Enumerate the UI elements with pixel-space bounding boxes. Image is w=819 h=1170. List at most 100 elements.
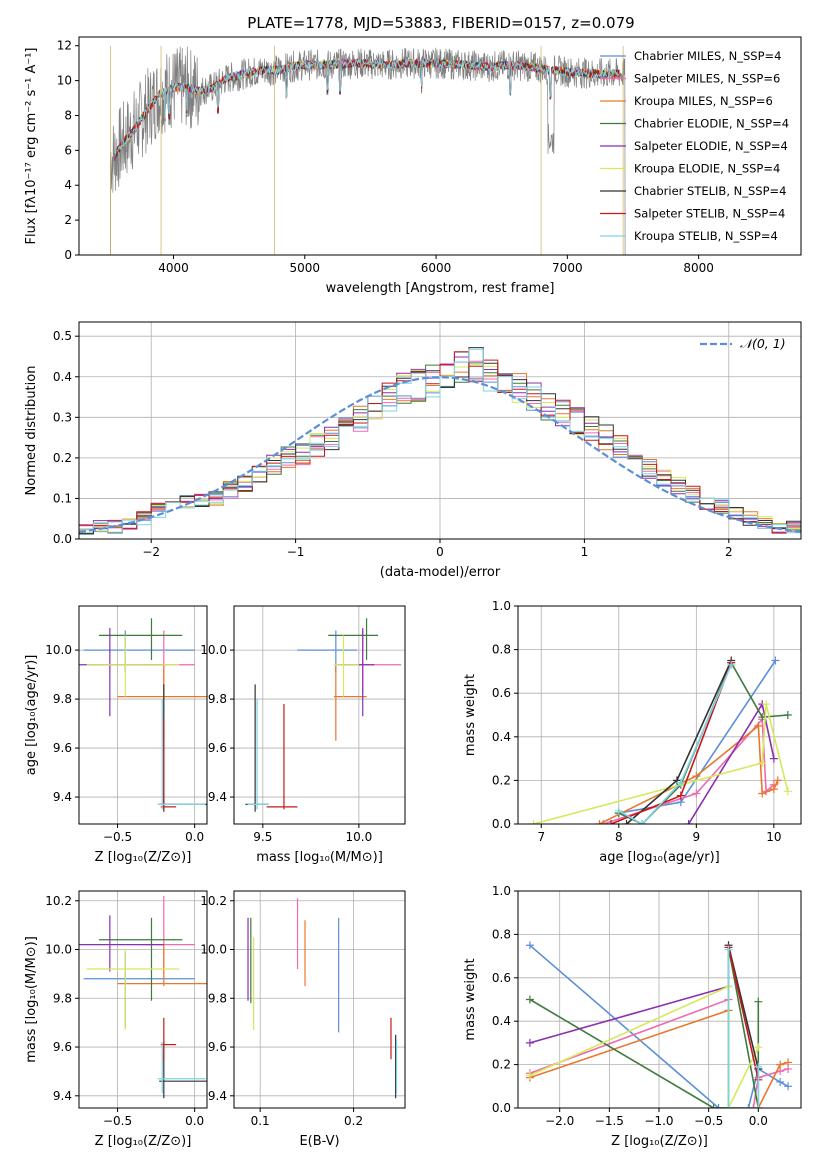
y-axis-label: mass [log₁₀(M/M⊙)] (24, 936, 39, 1063)
x-tick-label: 0.0 (185, 830, 204, 844)
y-tick-label: 10 (57, 74, 72, 88)
weights-line-kroupa_elodie (533, 703, 789, 824)
weights-marker-kroupa_miles (692, 772, 701, 781)
x-tick-label: 0.0 (185, 1114, 204, 1128)
weights-marker-kroupa_elodie (762, 700, 771, 709)
y-tick-label: 0.2 (492, 773, 511, 787)
spectrum-legend: Chabrier MILES, N_SSP=4 Salpeter MILES, N… (600, 49, 789, 243)
legend-label-chabrier_elodie: Chabrier ELODIE, N_SSP=4 (634, 117, 789, 131)
weights-line-salpeter_elodie (529, 985, 729, 1044)
weights-marker-kroupa_stelib (724, 1104, 733, 1108)
weights-marker-chabrier_miles (714, 1104, 723, 1108)
x-tick-label: −1.5 (595, 1114, 624, 1128)
weights-line-salpeter_stelib (610, 662, 732, 824)
errorbar-kroupa_elodie (86, 635, 180, 697)
x-tick-label: −0.5 (103, 1114, 132, 1128)
y-tick-label: 12 (57, 39, 72, 53)
y-tick-label: 0.2 (53, 451, 72, 465)
x-tick-label: 6000 (421, 261, 452, 275)
weights-line-salpeter_miles (603, 717, 775, 824)
plot-area (79, 895, 207, 1099)
weights-line-chabrier_elodie (529, 947, 760, 1108)
model-spectrum-kroupa_stelib (114, 57, 620, 157)
errorbar-kroupa_stelib (247, 699, 269, 810)
hist-kroupa_stelib (79, 348, 801, 539)
panel-spectrum: 4000 5000 6000 7000 8000 0 2 4 6 8 10 12 wavelength … (24, 36, 802, 296)
weights-marker-chabrier_miles (784, 1082, 793, 1091)
weights-marker-salpeter_miles (749, 1104, 758, 1108)
weights-marker-chabrier_miles (771, 656, 780, 665)
x-tick-label: −0.5 (694, 1114, 723, 1128)
errorbar-kroupa_stelib (157, 1042, 206, 1094)
x-axis-label: Z [log₁₀(Z/Z⊙)] (95, 1134, 192, 1149)
errorbar-salpeter_elodie (79, 915, 164, 972)
y-tick-label: 9.8 (208, 692, 227, 706)
weights-marker-chabrier_elodie (709, 1104, 718, 1108)
y-tick-label: 9.8 (53, 991, 72, 1005)
errorbar-kroupa_miles (117, 944, 207, 987)
x-tick-label: 10.0 (346, 830, 373, 844)
x-tick-label: 9 (693, 830, 701, 844)
x-tick-label: 1 (581, 545, 589, 559)
x-tick-label: 5000 (290, 261, 321, 275)
weights-marker-kroupa_miles (754, 721, 763, 730)
weights-marker-kroupa_stelib (727, 660, 736, 669)
x-tick-label: 4000 (158, 261, 189, 275)
weights-line-salpeter_stelib (727, 947, 760, 1080)
errorbar-chabrier_stelib (159, 1042, 207, 1099)
x-axis-label: (data-model)/error (380, 565, 501, 580)
weights-marker-kroupa_miles (773, 776, 782, 785)
weights-marker-kroupa_miles (758, 789, 767, 798)
errorbar-chabrier_miles (297, 630, 357, 673)
x-tick-label: 0.2 (344, 1114, 363, 1128)
y-tick-label: 1.0 (492, 884, 511, 898)
panel-age_vs_mass: 9.5 10.0 9.4 9.6 9.8 10.0 mass [log₁₀(M/M⊙)] (200, 605, 406, 865)
y-tick-label: 0.0 (492, 1101, 511, 1115)
legend-label-salpeter_miles: Salpeter MILES, N_SSP=6 (634, 72, 780, 86)
y-tick-label: 6 (64, 143, 72, 157)
x-tick-label: 7000 (552, 261, 583, 275)
y-tick-label: 9.4 (53, 790, 72, 804)
legend-label-chabrier_stelib: Chabrier STELIB, N_SSP=4 (634, 184, 786, 198)
y-tick-label: 10.0 (45, 643, 72, 657)
weights-marker-kroupa_miles (595, 820, 604, 824)
y-tick-label: 0.5 (53, 329, 72, 343)
x-axis-label: age [log₁₀(age/yr)] (599, 850, 720, 865)
x-tick-label: 0 (436, 545, 444, 559)
y-tick-label: 0.6 (492, 686, 511, 700)
axes-frame (78, 605, 208, 825)
axes-frame (233, 890, 406, 1109)
panel-mw_vs_Z: −2.0 −1.5 −1.0 −0.5 0.0 0.0 0.2 0.4 0.6 0.8 1.0 Z [… (463, 884, 802, 1149)
weights-marker-kroupa_elodie (783, 787, 792, 796)
errorbar-kroupa_elodie (86, 949, 180, 1030)
panel-mass_vs_Z: −0.5 0.0 9.4 9.6 9.8 10.0 10.2 Z [log₁₀(Z/Z⊙)] m… (24, 890, 208, 1149)
gaussian-curve (79, 376, 801, 533)
y-tick-label: 0.1 (53, 491, 72, 505)
errorbar-salpeter_miles (339, 630, 402, 695)
legend-label-gaussian: 𝒩(0, 1) (740, 336, 786, 351)
weights-marker-kroupa_elodie (529, 820, 538, 824)
weights-marker-chabrier_elodie (525, 995, 534, 1004)
x-axis-label: E(B-V) (299, 1134, 339, 1149)
axes-frame (78, 36, 802, 256)
y-axis-label: Flux [fλ10⁻¹⁷ erg cm⁻² s⁻¹ A⁻¹] (24, 48, 39, 245)
legend-label-salpeter_stelib: Salpeter STELIB, N_SSP=4 (634, 207, 785, 221)
errorbar-salpeter_stelib (160, 1017, 177, 1062)
x-axis-label: mass [log₁₀(M/M⊙)] (256, 850, 383, 865)
y-tick-label: 9.4 (53, 1089, 72, 1103)
y-tick-label: 9.8 (53, 692, 72, 706)
y-tick-label: 10.2 (200, 894, 227, 908)
y-tick-label: 0.4 (492, 730, 511, 744)
errorbar-salpeter_stelib (266, 703, 298, 810)
y-tick-label: 0.8 (492, 927, 511, 941)
x-tick-label: −1 (287, 545, 305, 559)
y-tick-label: 9.4 (208, 1089, 227, 1103)
weights-marker-kroupa_stelib (724, 945, 733, 954)
errorbar-salpeter_miles (140, 630, 195, 695)
x-tick-label: 9.5 (253, 830, 272, 844)
y-tick-label: 10.0 (200, 943, 227, 957)
weights-marker-salpeter_elodie (684, 820, 693, 824)
y-tick-label: 9.6 (53, 741, 72, 755)
weights-marker-kroupa_stelib (638, 820, 647, 824)
